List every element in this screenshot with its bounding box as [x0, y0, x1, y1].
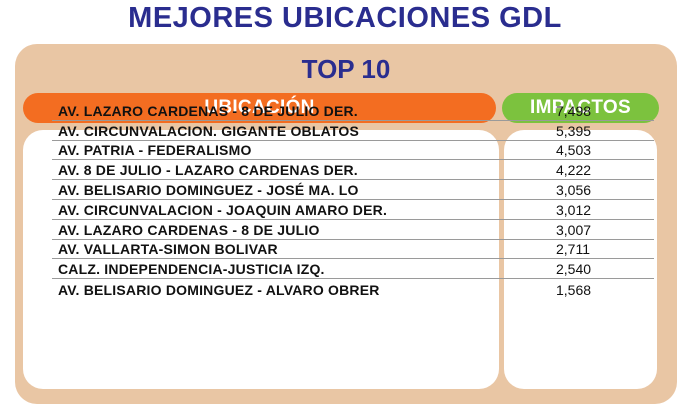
table-row: AV. CIRCUNVALACION - JOAQUIN AMARO DER. 3…	[52, 200, 654, 220]
table-row: CALZ. INDEPENDENCIA-JUSTICIA IZQ. 2,540	[52, 259, 654, 280]
location-cell: AV. PATRIA - FEDERALISMO	[58, 142, 252, 159]
impacts-cell: 2,711	[556, 241, 590, 258]
impacts-cell: 4,222	[556, 162, 592, 179]
ranking-list: AV. LAZARO CARDENAS - 8 DE JULIO DER. 7,4…	[52, 101, 654, 299]
location-cell: AV. 8 DE JULIO - LAZARO CARDENAS DER.	[58, 162, 358, 179]
table-row: AV. BELISARIO DOMINGUEZ - ALVARO OBRER 1,…	[52, 279, 654, 299]
impacts-cell: 4,503	[556, 142, 592, 159]
location-cell: AV. LAZARO CARDENAS - 8 DE JULIO	[58, 221, 320, 238]
location-cell: CALZ. INDEPENDENCIA-JUSTICIA IZQ.	[58, 261, 325, 278]
table-row: AV. LAZARO CARDENAS - 8 DE JULIO 3,007	[52, 220, 654, 240]
impacts-cell: 2,540	[556, 261, 592, 278]
location-cell: AV. CIRCUNVALACION. GIGANTE OBLATOS	[58, 122, 360, 139]
impacts-cell: 3,056	[556, 181, 592, 198]
impacts-cell: 3,007	[556, 221, 592, 238]
table-row: AV. CIRCUNVALACION. GIGANTE OBLATOS 5,395	[52, 121, 654, 141]
impacts-panel	[504, 130, 657, 389]
ranking-card: TOP 10 UBICACIÓN IMPACTOS	[15, 44, 677, 404]
location-cell: AV. BELISARIO DOMINGUEZ - ALVARO OBRER	[58, 281, 380, 298]
impacts-cell: 1,568	[556, 281, 592, 298]
table-row: AV. BELISARIO DOMINGUEZ - JOSÉ MA. LO 3,0…	[52, 180, 654, 200]
impacts-cell: 3,012	[556, 201, 592, 218]
location-cell: AV. VALLARTA-SIMON BOLIVAR	[58, 241, 278, 258]
page-title: MEJORES UBICACIONES GDL	[128, 2, 562, 34]
location-cell: AV. CIRCUNVALACION - JOAQUIN AMARO DER.	[58, 201, 388, 218]
impacts-column-header: IMPACTOS	[502, 93, 659, 123]
impacts-cell: 7,498	[556, 102, 592, 119]
card-subtitle: TOP 10	[301, 54, 391, 84]
table-row: AV. LAZARO CARDENAS - 8 DE JULIO DER. 7,4…	[52, 101, 654, 121]
location-cell: AV. LAZARO CARDENAS - 8 DE JULIO DER.	[58, 102, 358, 119]
location-cell: AV. BELISARIO DOMINGUEZ - JOSÉ MA. LO	[58, 181, 359, 198]
table-row: AV. VALLARTA-SIMON BOLIVAR 2,711	[52, 240, 654, 260]
table-row: AV. 8 DE JULIO - LAZARO CARDENAS DER. 4,2…	[52, 160, 654, 181]
impacts-cell: 5,395	[556, 122, 592, 139]
table-row: AV. PATRIA - FEDERALISMO 4,503	[52, 141, 654, 161]
location-panel	[23, 130, 499, 389]
location-column-header: UBICACIÓN	[23, 93, 496, 123]
